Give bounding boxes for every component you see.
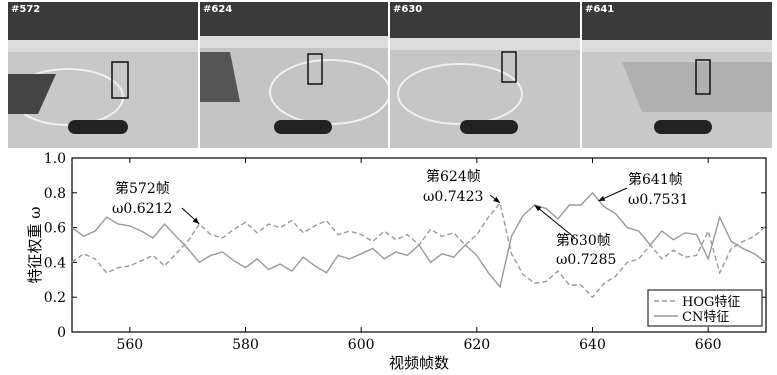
series-line-cn (71, 191, 767, 289)
series-line-hog (71, 201, 767, 299)
x-tick-label: 580 (232, 337, 259, 353)
video-frame-630: #630 (390, 2, 580, 148)
y-axis-label: 特征权重 ω (26, 207, 44, 284)
annotation-arrow (534, 204, 576, 239)
court-image (8, 2, 198, 148)
y-tick-label: 1.0 (44, 151, 66, 167)
frame-tag: #624 (203, 4, 233, 15)
legend-label: HOG特征 (682, 295, 740, 310)
frame-tag: #641 (585, 4, 615, 15)
x-tick-label: 660 (695, 337, 722, 353)
court-image (582, 2, 772, 148)
court-image (390, 2, 580, 148)
video-frame-624: #624 (200, 2, 388, 148)
frame-strip: #572 #624 #630 (8, 2, 772, 148)
annotation-value-label: ω0.7531 (628, 192, 688, 208)
annotation-value-label: ω0.6212 (112, 201, 172, 217)
y-tick-label: 0.6 (44, 221, 66, 237)
x-axis-label: 视频帧数 (389, 354, 449, 372)
annotation-value-label: ω0.7285 (556, 252, 616, 268)
annotation-frame-label: 第572帧 (115, 180, 170, 197)
y-tick-label: 0.2 (44, 290, 66, 306)
annotation-arrowhead (192, 217, 200, 224)
frame-tag: #572 (11, 4, 41, 15)
series-layer (71, 191, 767, 299)
annotation-frame-label: 第641帧 (628, 171, 683, 188)
y-tick-label: 0 (57, 325, 66, 341)
x-tick-label: 560 (116, 337, 143, 353)
annotation-value-label: ω0.7423 (423, 189, 483, 205)
plot-frame (71, 157, 767, 333)
video-frame-641: #641 (582, 2, 772, 148)
y-tick-label: 0.8 (44, 186, 66, 202)
x-tick-label: 600 (348, 337, 375, 353)
annotation-arrowhead (598, 195, 606, 201)
annotations: 第572帧 ω0.6212 第624帧 ω0.7423 第630帧 ω0.7285 第641… (112, 168, 688, 268)
axes: 0 0.2 0.4 0.6 0.8 1.0 560 580 600 620 640 660 视频帧数 特征… (26, 151, 767, 372)
annotation-frame-label: 第630帧 (556, 232, 611, 249)
frame-tag: #630 (393, 4, 423, 15)
weight-chart: 0 0.2 0.4 0.6 0.8 1.0 560 580 600 620 640 660 视频帧数 特征… (26, 151, 767, 372)
video-frame-572: #572 (8, 2, 198, 148)
x-tick-label: 640 (579, 337, 606, 353)
annotation-arrowhead (493, 196, 500, 203)
legend-label: CN特征 (682, 310, 729, 325)
legend-box (647, 289, 763, 327)
annotation-arrowhead (534, 205, 542, 212)
annotation-frame-label: 第624帧 (426, 168, 481, 185)
x-tick-label: 620 (463, 337, 490, 353)
y-tick-label: 0.4 (44, 255, 66, 271)
court-image (200, 2, 388, 148)
